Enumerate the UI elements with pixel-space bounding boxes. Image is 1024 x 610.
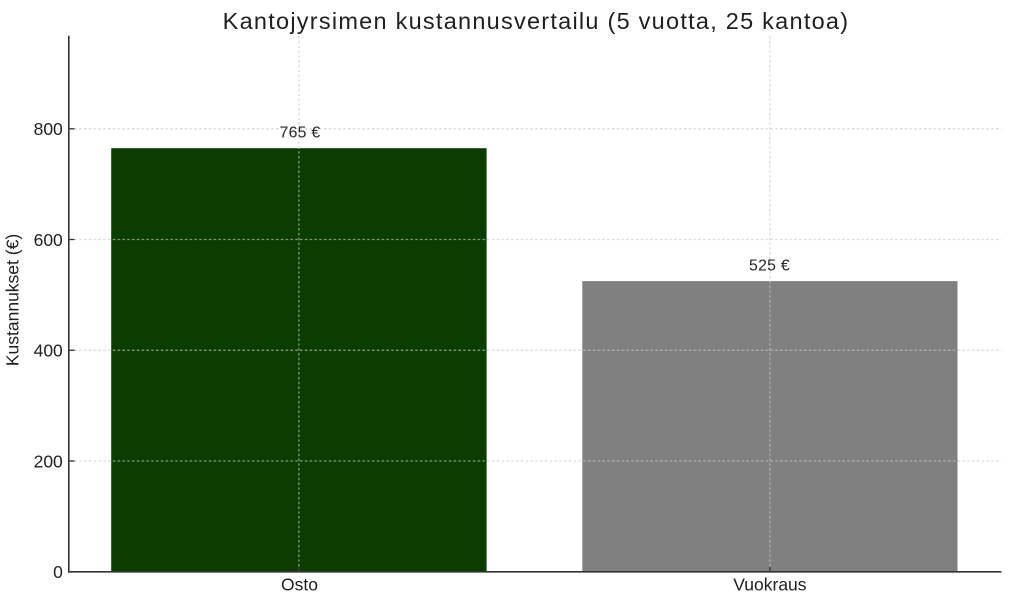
svg-text:525 €: 525 € [749,258,790,275]
svg-text:765 €: 765 € [279,124,320,141]
svg-text:Vuokraus: Vuokraus [733,574,807,594]
svg-text:Kustannukset (€): Kustannukset (€) [3,234,23,366]
svg-text:Osto: Osto [281,574,318,594]
svg-text:Kantojyrsimen kustannusvertail: Kantojyrsimen kustannusvertailu (5 vuott… [223,8,850,34]
svg-text:200: 200 [34,451,63,471]
svg-text:400: 400 [34,341,63,361]
svg-text:800: 800 [34,119,63,139]
svg-text:600: 600 [34,230,63,250]
svg-text:0: 0 [53,562,63,582]
